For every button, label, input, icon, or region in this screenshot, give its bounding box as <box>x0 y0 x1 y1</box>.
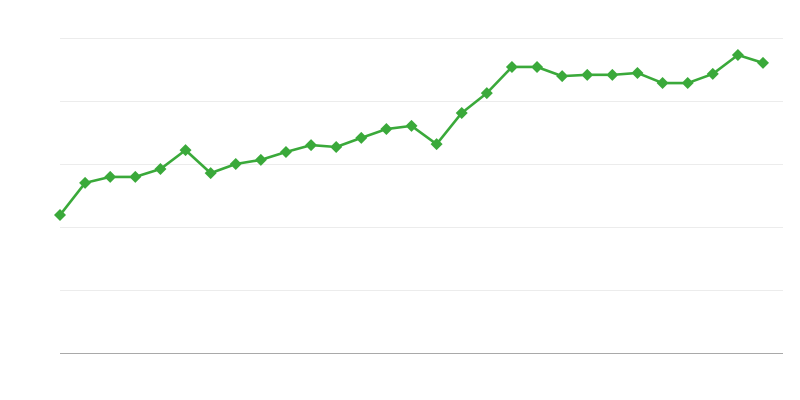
data-point-marker <box>229 158 242 170</box>
data-point-marker <box>305 139 318 152</box>
data-point-marker <box>631 66 644 79</box>
data-point-marker <box>656 77 669 90</box>
data-point-marker <box>731 49 744 62</box>
data-point-marker <box>405 119 418 132</box>
data-point-marker <box>154 163 167 176</box>
data-point-marker <box>330 140 343 153</box>
data-point-marker <box>179 144 192 157</box>
data-point-marker <box>129 170 142 183</box>
data-point-marker <box>104 170 117 183</box>
data-point-marker <box>681 77 694 90</box>
data-point-marker <box>279 146 292 159</box>
data-point-marker <box>430 138 443 151</box>
data-point-marker <box>531 60 544 73</box>
data-point-marker <box>581 68 594 81</box>
data-point-marker <box>355 131 368 144</box>
data-point-marker <box>380 123 393 136</box>
data-point-marker <box>706 67 719 80</box>
data-point-marker <box>455 106 468 119</box>
data-point-marker <box>505 60 518 73</box>
series-markers-group <box>54 49 769 222</box>
data-point-marker <box>757 56 769 69</box>
data-point-marker <box>79 176 92 189</box>
data-point-marker <box>54 209 66 222</box>
data-point-marker <box>204 167 217 180</box>
data-point-marker <box>606 68 619 81</box>
data-point-marker <box>254 153 267 166</box>
data-point-marker <box>480 87 493 100</box>
data-point-marker <box>556 70 569 83</box>
gridlines-group <box>60 38 783 291</box>
